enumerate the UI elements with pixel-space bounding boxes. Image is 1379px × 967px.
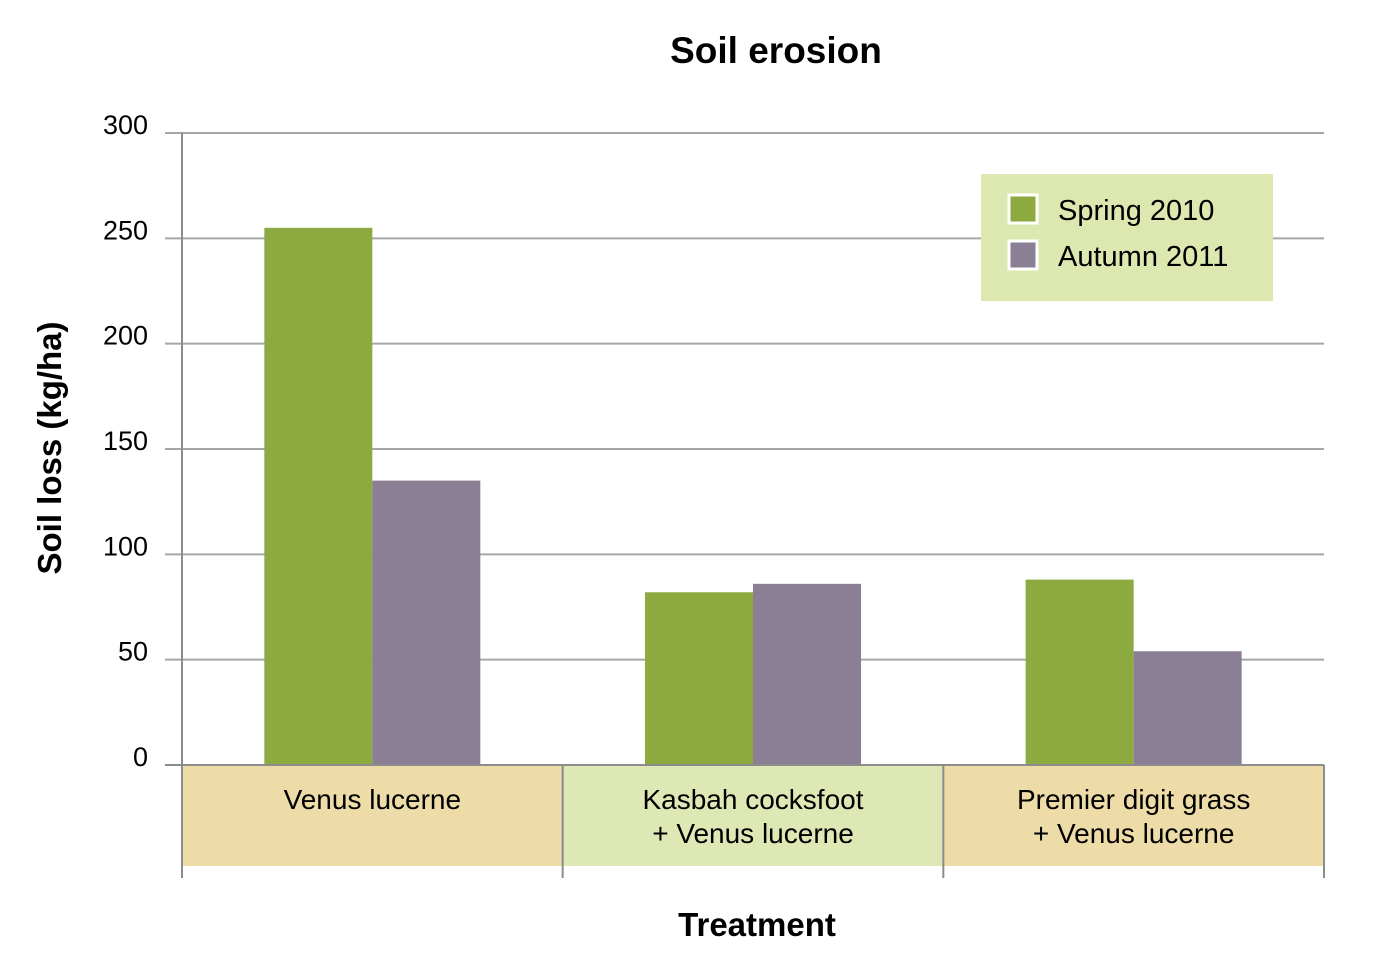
legend-swatch: [1007, 193, 1039, 225]
y-tick-label: 150: [103, 426, 148, 456]
y-tick-labels: 0 50 100 150 200 250 300: [103, 110, 148, 772]
bar: [753, 583, 861, 765]
category-label: + Venus lucerne: [1033, 818, 1235, 849]
y-tick-label: 250: [103, 215, 148, 245]
category-labels: Venus lucerne Kasbah cocksfoot+ Venus luc…: [284, 784, 1251, 849]
y-tick-label: 300: [103, 110, 148, 140]
bar: [264, 227, 373, 766]
legend-swatch: [1007, 239, 1039, 271]
category-label: Premier digit grass: [1017, 784, 1250, 815]
x-axis-title: Treatment: [678, 906, 836, 943]
category-band: [182, 765, 563, 866]
category-bands: [182, 765, 1324, 866]
bars: [264, 227, 1242, 766]
bar: [1133, 651, 1242, 765]
legend: Spring 2010 Autumn 2011: [981, 174, 1273, 301]
bar: [372, 480, 481, 765]
category-label: Kasbah cocksfoot: [642, 784, 863, 815]
y-axis-title: Soil loss (kg/ha): [31, 321, 68, 574]
y-tick-label: 0: [133, 742, 148, 772]
bar: [645, 592, 753, 765]
legend-label: Autumn 2011: [1058, 241, 1228, 273]
category-band: [562, 765, 944, 866]
axes: [165, 133, 1325, 878]
bar: [1025, 579, 1134, 765]
legend-box: [981, 174, 1273, 301]
chart-title: Soil erosion: [670, 30, 882, 71]
y-tick-label: 50: [118, 637, 148, 667]
category-label: Venus lucerne: [284, 784, 461, 815]
category-band: [943, 765, 1324, 866]
y-tick-label: 200: [103, 321, 148, 351]
category-label: + Venus lucerne: [652, 818, 854, 849]
legend-label: Spring 2010: [1058, 195, 1214, 227]
y-tick-label: 100: [103, 531, 148, 561]
